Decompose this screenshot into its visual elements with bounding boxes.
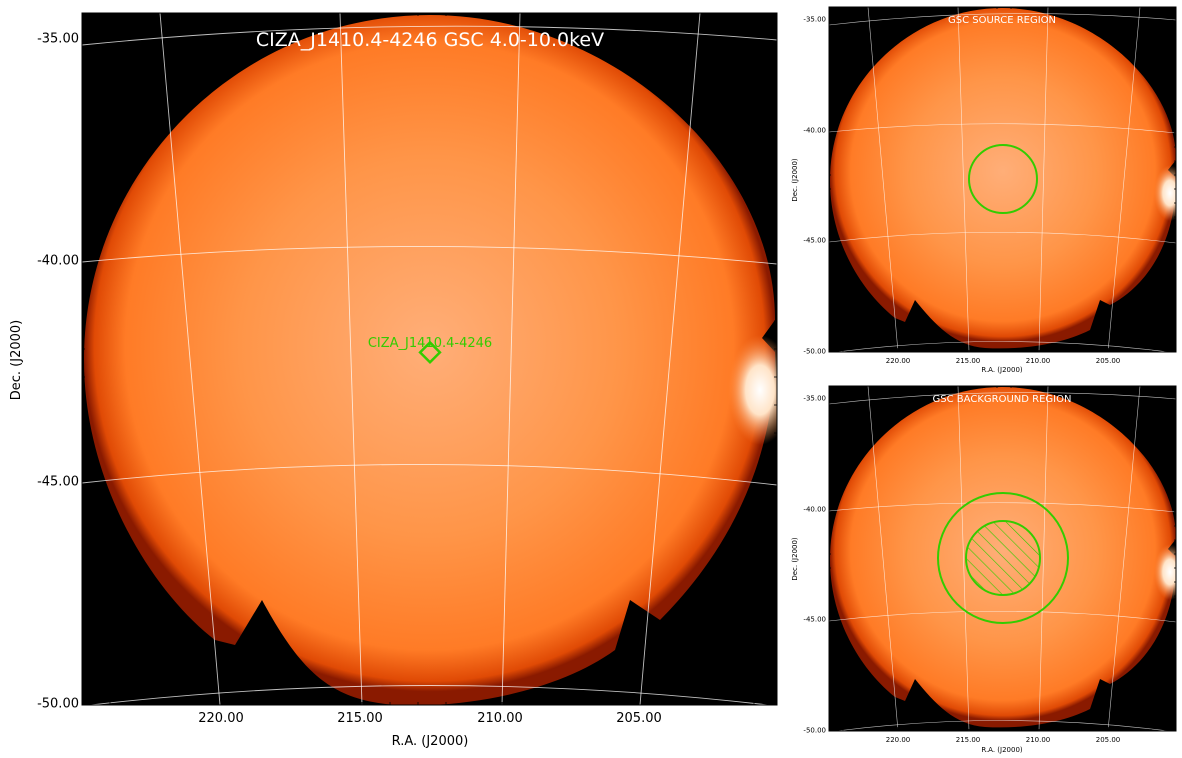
background-excluded-inner-circle — [965, 520, 1041, 596]
main-coordinate-grid — [82, 13, 777, 705]
dec-tick-label: -35.00 — [803, 15, 826, 23]
main-ylabel: Dec. (J2000) — [9, 320, 24, 400]
source-xlabel: R.A. (J2000) — [981, 366, 1023, 374]
dec-tick-label: -50.00 — [803, 347, 826, 355]
main-frame — [81, 12, 778, 706]
ra-tick-label: 210.00 — [1026, 357, 1051, 365]
dec-tick-label: -50.00 — [803, 726, 826, 734]
source-ylabel: Dec. (J2000) — [791, 158, 799, 202]
source-fov-disk — [830, 8, 1176, 349]
dec-tick-label: -50.00 — [37, 697, 79, 712]
ra-tick-label: 220.00 — [886, 357, 911, 365]
background-region-panel: GSC BACKGROUND REGION -35.00 -40.00 -45.00… — [791, 385, 1177, 754]
source-region-panel: GSC SOURCE REGION -35.00 -40.00 -45.00 -50.… — [791, 6, 1177, 374]
dec-tick-label: -40.00 — [803, 505, 826, 513]
background-xlabel: R.A. (J2000) — [981, 746, 1023, 754]
dec-tick-label: -45.00 — [803, 236, 826, 244]
main-panel: CIZA_J1410.4-4246 CIZA_J1410.4-4246 GSC … — [9, 12, 778, 749]
main-bright-edge-source — [728, 335, 777, 445]
background-image: GSC BACKGROUND REGION — [829, 386, 1176, 731]
dec-tick-label: -45.00 — [37, 475, 79, 490]
dec-tick-label: -35.00 — [803, 394, 826, 402]
main-ra-axis: 220.00 215.00 210.00 205.00 — [109, 13, 755, 726]
ra-tick-label: 205.00 — [616, 711, 662, 726]
ra-tick-label: 220.00 — [886, 736, 911, 744]
source-ra-axis: 220.00 215.00 210.00 205.00 — [842, 7, 1166, 365]
source-region-circle — [968, 144, 1038, 214]
source-panel-title: GSC SOURCE REGION — [948, 15, 1056, 26]
dec-tick-label: -45.00 — [803, 615, 826, 623]
background-dec-axis: -35.00 -40.00 -45.00 -50.00 — [803, 394, 1176, 734]
source-coordinate-grid — [829, 7, 1176, 352]
background-coordinate-grid — [829, 386, 1176, 731]
dec-tick-label: -40.00 — [37, 254, 79, 269]
main-dec-axis: -35.00 -40.00 -45.00 -50.00 — [37, 32, 777, 712]
ra-tick-label: 205.00 — [1096, 357, 1121, 365]
dec-tick-label: -40.00 — [803, 126, 826, 134]
ra-tick-label: 215.00 — [337, 711, 383, 726]
background-panel-title: GSC BACKGROUND REGION — [933, 394, 1072, 405]
main-title: CIZA_J1410.4-4246 GSC 4.0-10.0keV — [256, 29, 604, 51]
source-label: CIZA_J1410.4-4246 — [368, 336, 492, 351]
background-ylabel: Dec. (J2000) — [791, 537, 799, 581]
dec-tick-label: -35.00 — [37, 32, 79, 47]
source-image: GSC SOURCE REGION — [829, 7, 1176, 352]
main-xlabel: R.A. (J2000) — [392, 734, 469, 749]
source-diamond-marker — [418, 340, 442, 365]
ra-tick-label: 215.00 — [956, 736, 981, 744]
background-frame — [828, 385, 1177, 732]
ra-tick-label: 205.00 — [1096, 736, 1121, 744]
source-dec-axis: -35.00 -40.00 -45.00 -50.00 — [803, 15, 1176, 355]
background-bright-edge — [1154, 544, 1176, 600]
ra-tick-label: 210.00 — [477, 711, 523, 726]
ra-tick-label: 215.00 — [956, 357, 981, 365]
ra-tick-label: 220.00 — [198, 711, 244, 726]
main-image: CIZA_J1410.4-4246 CIZA_J1410.4-4246 GSC … — [82, 13, 777, 705]
background-outer-circle — [937, 492, 1069, 624]
source-bright-edge — [1154, 165, 1176, 221]
background-ra-axis: 220.00 215.00 210.00 205.00 — [842, 386, 1166, 744]
source-frame — [828, 6, 1177, 353]
ra-tick-label: 210.00 — [1026, 736, 1051, 744]
